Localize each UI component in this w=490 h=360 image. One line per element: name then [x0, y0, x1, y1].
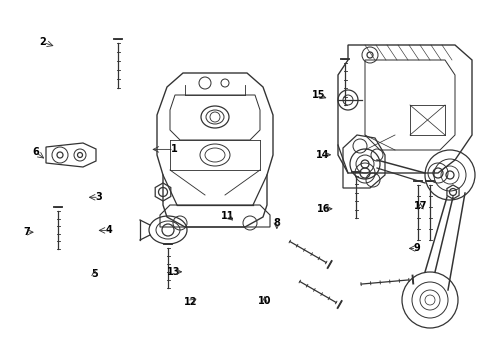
- Text: 5: 5: [91, 269, 98, 279]
- Text: 3: 3: [96, 192, 102, 202]
- Text: 11: 11: [221, 211, 235, 221]
- Text: 10: 10: [258, 296, 271, 306]
- Text: 12: 12: [184, 297, 198, 307]
- Text: 7: 7: [24, 227, 30, 237]
- Text: 15: 15: [312, 90, 325, 100]
- Text: 4: 4: [105, 225, 112, 235]
- Text: 6: 6: [32, 147, 39, 157]
- Text: 16: 16: [317, 204, 330, 214]
- Text: 9: 9: [413, 243, 420, 253]
- Text: 8: 8: [273, 218, 280, 228]
- Text: 13: 13: [167, 267, 181, 277]
- Text: 2: 2: [40, 37, 47, 48]
- Text: 17: 17: [414, 201, 427, 211]
- Text: 14: 14: [316, 150, 329, 160]
- Text: 1: 1: [171, 144, 177, 154]
